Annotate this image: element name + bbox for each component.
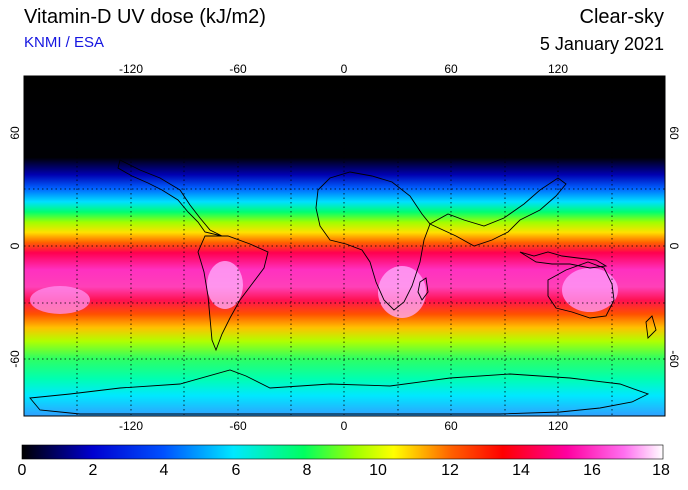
lon-tick-bottom: -120 [119, 419, 143, 433]
asia-coast [429, 177, 567, 247]
europe-africa-coast [315, 171, 431, 311]
indonesia-coast [519, 251, 608, 269]
colorbar-label: 0 [17, 462, 27, 479]
new-zealand-coast [645, 315, 657, 339]
bottom-lon-labels: -120 -60 0 60 120 [119, 419, 568, 433]
data-source: KNMI / ESA [24, 34, 105, 51]
map-title: Vitamin-D UV dose (kJ/m2) [24, 6, 266, 28]
lat-tick-left: 60 [8, 126, 22, 140]
lon-tick-top: 0 [341, 62, 348, 76]
lon-tick-top: 120 [548, 62, 568, 76]
lat-tick-right: 60 [667, 126, 681, 140]
lon-tick-top: -120 [119, 62, 143, 76]
lon-tick-bottom: 0 [341, 419, 348, 433]
colorbar-label: 16 [583, 462, 601, 479]
colorbar-label: 2 [88, 462, 98, 479]
australia-coast [547, 261, 615, 319]
madagascar-coast [417, 277, 429, 301]
north-america-coast [117, 159, 223, 237]
south-america-coast [197, 235, 269, 352]
lon-tick-top: 60 [444, 62, 458, 76]
colorbar [21, 444, 664, 460]
map-date: 5 January 2021 [539, 34, 664, 54]
colorbar-label: 6 [231, 462, 241, 479]
lat-tick-right: 0 [667, 243, 681, 250]
lat-tick-left: -60 [8, 350, 22, 368]
lon-tick-top: -60 [229, 62, 247, 76]
colorbar-label: 12 [441, 462, 459, 479]
colorbar-label: 8 [302, 462, 312, 479]
lon-tick-bottom: 120 [548, 419, 568, 433]
colorbar-label: 14 [512, 462, 530, 479]
colorbar-label: 18 [652, 462, 670, 479]
lat-tick-right: -60 [667, 350, 681, 368]
colorbar-label: 10 [369, 462, 387, 479]
antarctica-coast [29, 369, 650, 415]
map-frame [23, 75, 666, 417]
lon-tick-bottom: -60 [229, 419, 247, 433]
graticule [24, 76, 665, 416]
sky-condition: Clear-sky [579, 6, 664, 28]
colorbar-label: 4 [159, 462, 169, 479]
right-lat-labels: 60 0 -60 [667, 126, 681, 368]
left-lat-labels: 60 0 -60 [8, 126, 22, 368]
coastlines [29, 159, 657, 415]
top-lon-labels: -120 -60 0 60 120 [119, 62, 568, 76]
uv-maxima [30, 261, 618, 318]
lon-tick-bottom: 60 [444, 419, 458, 433]
lat-tick-left: 0 [8, 242, 22, 249]
